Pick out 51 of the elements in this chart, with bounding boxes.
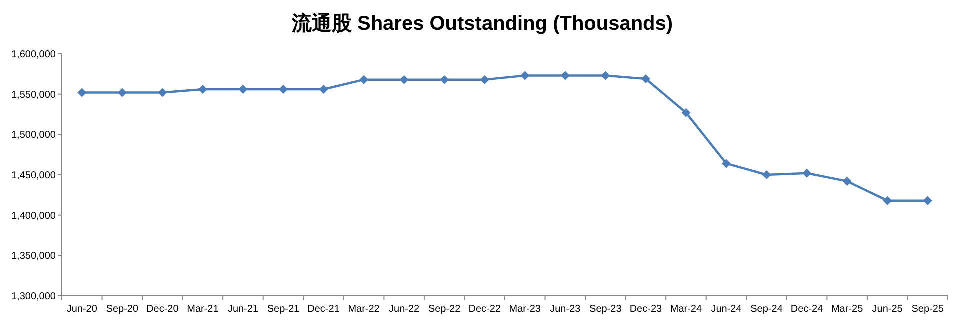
x-tick-label: Sep-21 bbox=[267, 304, 300, 315]
point bbox=[400, 75, 409, 84]
chart-title: 流通股 Shares Outstanding (Thousands) bbox=[290, 12, 674, 35]
x-tick-label: Jun-22 bbox=[389, 304, 420, 315]
point bbox=[238, 84, 248, 94]
y-tick-label: 1,600,000 bbox=[12, 50, 56, 60]
point bbox=[279, 84, 288, 94]
x-tick-label: Dec-23 bbox=[630, 304, 663, 315]
point bbox=[78, 88, 87, 98]
y-tick-label: 1,550,000 bbox=[12, 90, 56, 101]
point bbox=[440, 75, 450, 84]
y-tick-label: 1,350,000 bbox=[12, 251, 56, 262]
point bbox=[118, 88, 127, 98]
x-tick-label: Mar-22 bbox=[348, 304, 380, 315]
point bbox=[842, 176, 852, 186]
x-tick-label: Jun-23 bbox=[550, 304, 582, 315]
point bbox=[923, 196, 932, 206]
y-tick-label: 1,300,000 bbox=[12, 292, 56, 302]
y-tick-label: 1,450,000 bbox=[12, 170, 56, 182]
point bbox=[641, 74, 650, 84]
point bbox=[601, 71, 610, 80]
x-tick-label: Dec-20 bbox=[146, 304, 180, 315]
x-tick-label: Jun-24 bbox=[711, 304, 742, 315]
x-tick-label: Jun-20 bbox=[66, 304, 98, 315]
x-tick-label: Sep-22 bbox=[428, 304, 462, 315]
x-tick-label: Sep-25 bbox=[912, 304, 944, 315]
x-tick-label: Dec-21 bbox=[308, 304, 340, 315]
x-tick-label: Mar-23 bbox=[509, 304, 542, 315]
x-tick-label: Dec-24 bbox=[790, 304, 824, 315]
x-tick-label: Jun-21 bbox=[228, 304, 259, 315]
x-tick-label: Mar-24 bbox=[670, 304, 702, 315]
x-tick-label: Mar-21 bbox=[187, 304, 220, 315]
x-tick-label: Mar-25 bbox=[831, 304, 864, 315]
y-tick-label: 1,400,000 bbox=[12, 210, 56, 222]
point bbox=[480, 75, 490, 84]
point bbox=[883, 196, 892, 206]
x-tick-label: Sep-24 bbox=[750, 304, 784, 315]
point bbox=[722, 159, 731, 168]
point bbox=[198, 84, 208, 94]
point bbox=[682, 108, 691, 118]
x-tick-label: Jun-25 bbox=[872, 304, 904, 315]
point bbox=[802, 168, 812, 178]
x-tick-label: Sep-23 bbox=[590, 304, 622, 315]
point bbox=[762, 170, 772, 180]
x-tick-label: Dec-22 bbox=[468, 304, 502, 315]
y-tick-label: 1,500,000 bbox=[12, 130, 56, 142]
x-tick-label: Sep-20 bbox=[106, 304, 139, 315]
point bbox=[560, 71, 570, 80]
point bbox=[520, 71, 530, 80]
point bbox=[158, 88, 168, 98]
point bbox=[319, 84, 328, 94]
